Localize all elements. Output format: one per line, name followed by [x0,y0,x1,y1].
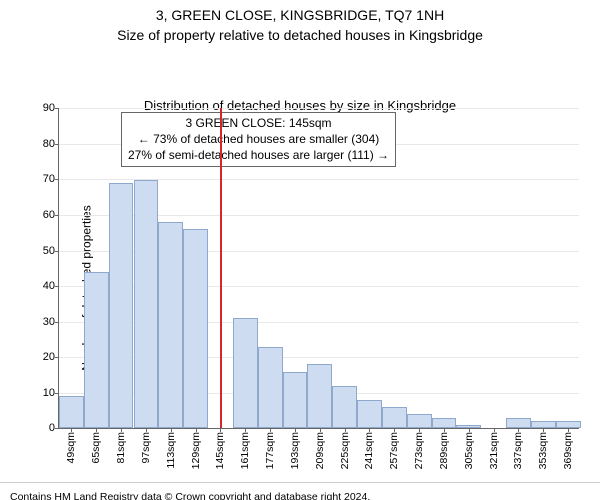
y-tick-label: 30 [29,316,55,328]
y-tick-label: 0 [29,422,55,434]
histogram-bar [233,318,258,428]
histogram-bar [332,386,357,429]
y-tick-label: 50 [29,245,55,257]
plot-region: 3 GREEN CLOSE: 145sqm ← 73% of detached … [58,108,579,429]
x-tick-label: 49sqm [65,432,77,464]
x-tick-label: 129sqm [190,432,202,469]
y-tick-label: 10 [29,387,55,399]
x-tick-label: 289sqm [438,432,450,469]
footer: Contains HM Land Registry data © Crown c… [0,482,600,500]
x-tick-label: 353sqm [537,432,549,469]
histogram-bar [556,421,581,428]
x-tick-label: 337sqm [512,432,524,469]
y-tick-mark [55,108,59,109]
x-tick-label: 193sqm [289,432,301,469]
y-tick-label: 60 [29,209,55,221]
y-tick-mark [55,215,59,216]
histogram-bar [59,396,84,428]
y-tick-label: 20 [29,351,55,363]
x-tick-label: 225sqm [339,432,351,469]
y-tick-mark [55,251,59,252]
histogram-bar [432,418,457,429]
y-tick-mark [55,179,59,180]
x-tick-label: 241sqm [363,432,375,469]
annotation-line-1: 3 GREEN CLOSE: 145sqm [128,116,389,132]
y-tick-mark [55,322,59,323]
x-tick-label: 369sqm [562,432,574,469]
histogram-bar [506,418,531,429]
y-tick-label: 70 [29,173,55,185]
histogram-bar [183,229,208,428]
histogram-bar [134,180,159,429]
footer-line-1: Contains HM Land Registry data © Crown c… [10,491,590,500]
x-tick-label: 273sqm [413,432,425,469]
x-tick-label: 145sqm [214,432,226,469]
x-tick-label: 161sqm [239,432,251,469]
y-tick-mark [55,393,59,394]
histogram-bar [357,400,382,428]
x-tick-label: 177sqm [264,432,276,469]
histogram-bar [407,414,432,428]
annotation-line-2: ← 73% of detached houses are smaller (30… [128,132,389,148]
y-tick-mark [55,144,59,145]
histogram-bar [307,364,332,428]
address-title: 3, GREEN CLOSE, KINGSBRIDGE, TQ7 1NH [0,0,600,24]
y-tick-label: 40 [29,280,55,292]
histogram-bar [382,407,407,428]
x-tick-label: 257sqm [388,432,400,469]
x-tick-label: 97sqm [140,432,152,464]
y-tick-label: 90 [29,102,55,114]
chart-title: Size of property relative to detached ho… [0,26,600,44]
x-tick-label: 209sqm [314,432,326,469]
chart-area: Number of detached properties 3 GREEN CL… [0,98,600,478]
histogram-bar [84,272,109,428]
x-tick-label: 305sqm [463,432,475,469]
histogram-bar [531,421,556,428]
marker-line [220,108,222,428]
y-tick-mark [55,357,59,358]
y-tick-label: 80 [29,138,55,150]
x-tick-label: 321sqm [488,432,500,469]
histogram-bar [258,347,283,429]
x-tick-label: 113sqm [165,432,177,469]
histogram-bar [283,372,308,429]
annotation-line-3: 27% of semi-detached houses are larger (… [128,148,389,164]
histogram-bar [109,183,134,428]
y-tick-mark [55,286,59,287]
histogram-bar [158,222,183,428]
x-tick-label: 81sqm [115,432,127,464]
annotation-box: 3 GREEN CLOSE: 145sqm ← 73% of detached … [121,112,396,167]
y-tick-mark [55,428,59,429]
x-tick-label: 65sqm [90,432,102,464]
